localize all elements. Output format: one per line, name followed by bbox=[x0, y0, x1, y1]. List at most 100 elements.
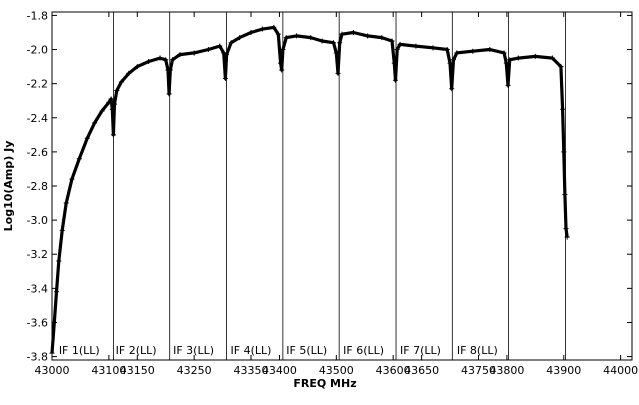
data-point-0-42 bbox=[280, 47, 286, 53]
x-tick-label-5: 43400 bbox=[262, 364, 297, 377]
data-point-0-70 bbox=[503, 60, 509, 66]
data-point-0-31 bbox=[221, 50, 227, 56]
data-point-0-67 bbox=[470, 48, 476, 54]
x-tick-label-10: 43800 bbox=[489, 364, 524, 377]
data-point-0-77 bbox=[560, 106, 566, 112]
if-label-4: IF 4(LL) bbox=[231, 344, 272, 357]
data-point-0-50 bbox=[337, 40, 343, 46]
data-point-0-63 bbox=[447, 60, 453, 66]
data-point-0-1 bbox=[51, 319, 57, 325]
y-tick-label-8: -3.4 bbox=[27, 282, 48, 295]
data-point-0-2 bbox=[54, 289, 60, 295]
data-point-0-5 bbox=[63, 200, 69, 206]
x-tick-label-4: 43350 bbox=[234, 364, 269, 377]
data-point-0-69 bbox=[501, 50, 507, 56]
y-axis-title: Log10(Amp) Jy bbox=[2, 141, 15, 232]
data-point-0-55 bbox=[389, 38, 395, 44]
series-group bbox=[49, 24, 570, 356]
data-point-0-41 bbox=[279, 67, 285, 73]
if-label-5: IF 5(LL) bbox=[286, 344, 327, 357]
data-point-0-58 bbox=[394, 47, 400, 53]
data-point-0-53 bbox=[365, 33, 371, 39]
data-point-0-49 bbox=[335, 70, 341, 76]
x-tick-label-7: 43600 bbox=[376, 364, 411, 377]
if-label-6: IF 6(LL) bbox=[343, 344, 384, 357]
data-point-0-28 bbox=[191, 50, 197, 56]
data-point-0-20 bbox=[146, 58, 152, 64]
data-point-0-62 bbox=[444, 47, 450, 53]
x-tick-label-2: 43150 bbox=[120, 364, 155, 377]
x-tick-label-6: 43500 bbox=[319, 364, 354, 377]
data-point-0-7 bbox=[76, 156, 82, 162]
data-point-0-35 bbox=[237, 35, 243, 41]
y-tick-label-1: -2.0 bbox=[27, 44, 48, 57]
data-point-0-48 bbox=[333, 50, 339, 56]
if-label-2: IF 2(LL) bbox=[116, 344, 157, 357]
data-point-0-73 bbox=[515, 55, 521, 61]
data-point-0-9 bbox=[92, 120, 98, 126]
data-point-0-51 bbox=[339, 31, 345, 37]
data-point-0-10 bbox=[99, 108, 105, 114]
data-point-0-36 bbox=[248, 29, 254, 35]
data-point-0-46 bbox=[319, 38, 325, 44]
data-point-0-59 bbox=[397, 41, 403, 47]
if-label-7: IF 7(LL) bbox=[400, 344, 441, 357]
y-tick-label-10: -3.8 bbox=[27, 351, 48, 364]
x-tick-label-12: 44000 bbox=[603, 364, 638, 377]
data-point-0-39 bbox=[275, 31, 281, 37]
data-point-0-47 bbox=[330, 40, 336, 46]
y-tick-label-0: -1.8 bbox=[27, 9, 48, 22]
data-point-0-6 bbox=[69, 176, 75, 182]
data-point-0-38 bbox=[271, 24, 277, 30]
x-tick-label-1: 43100 bbox=[91, 364, 126, 377]
data-point-0-44 bbox=[294, 33, 300, 39]
y-tick-label-9: -3.6 bbox=[27, 316, 48, 329]
data-point-0-19 bbox=[134, 64, 140, 70]
data-point-0-12 bbox=[108, 96, 114, 102]
data-point-0-76 bbox=[558, 64, 564, 70]
x-tick-label-8: 43650 bbox=[404, 364, 439, 377]
data-point-0-75 bbox=[549, 55, 555, 61]
data-point-0-33 bbox=[224, 52, 230, 58]
data-point-0-74 bbox=[532, 53, 538, 59]
data-point-0-66 bbox=[454, 50, 460, 56]
data-point-0-79 bbox=[562, 192, 568, 198]
data-point-0-3 bbox=[56, 258, 62, 264]
data-point-0-57 bbox=[392, 77, 398, 83]
y-tick-label-5: -2.8 bbox=[27, 180, 48, 193]
data-point-0-78 bbox=[561, 149, 567, 155]
y-tick-label-3: -2.4 bbox=[27, 112, 48, 125]
x-tick-label-3: 43250 bbox=[177, 364, 212, 377]
data-point-0-72 bbox=[507, 57, 513, 63]
series-line-0 bbox=[50, 25, 569, 354]
data-point-0-22 bbox=[163, 57, 169, 63]
data-point-0-24 bbox=[166, 91, 172, 97]
data-point-0-54 bbox=[379, 35, 385, 41]
data-point-0-17 bbox=[118, 79, 124, 85]
data-point-0-43 bbox=[283, 35, 289, 41]
data-point-0-4 bbox=[59, 227, 65, 233]
x-axis-title: FREQ MHz bbox=[293, 377, 356, 390]
data-point-0-13 bbox=[109, 106, 115, 112]
data-point-0-0 bbox=[49, 350, 55, 356]
data-point-0-14 bbox=[110, 132, 116, 138]
data-point-0-40 bbox=[278, 60, 284, 66]
data-point-0-25 bbox=[167, 67, 173, 73]
if-label-1: IF 1(LL) bbox=[59, 344, 100, 357]
data-point-0-32 bbox=[222, 76, 228, 82]
if-label-8: IF 8(LL) bbox=[457, 344, 498, 357]
data-point-0-64 bbox=[449, 86, 455, 92]
y-tick-label-2: -2.2 bbox=[27, 78, 48, 91]
data-point-0-26 bbox=[170, 57, 176, 63]
if-labels: IF 1(LL) IF 2(LL) IF 3(LL) IF 4(LL) IF 5(LL)… bbox=[59, 344, 498, 357]
data-point-0-71 bbox=[505, 82, 511, 88]
y-tick-label-7: -3.2 bbox=[27, 248, 48, 261]
data-point-0-61 bbox=[430, 45, 436, 51]
y-tick-label-4: -2.6 bbox=[27, 146, 48, 159]
data-point-0-15 bbox=[112, 101, 118, 107]
data-point-0-21 bbox=[157, 55, 163, 61]
data-point-0-80 bbox=[563, 226, 569, 232]
x-tick-label-0: 43000 bbox=[35, 364, 70, 377]
